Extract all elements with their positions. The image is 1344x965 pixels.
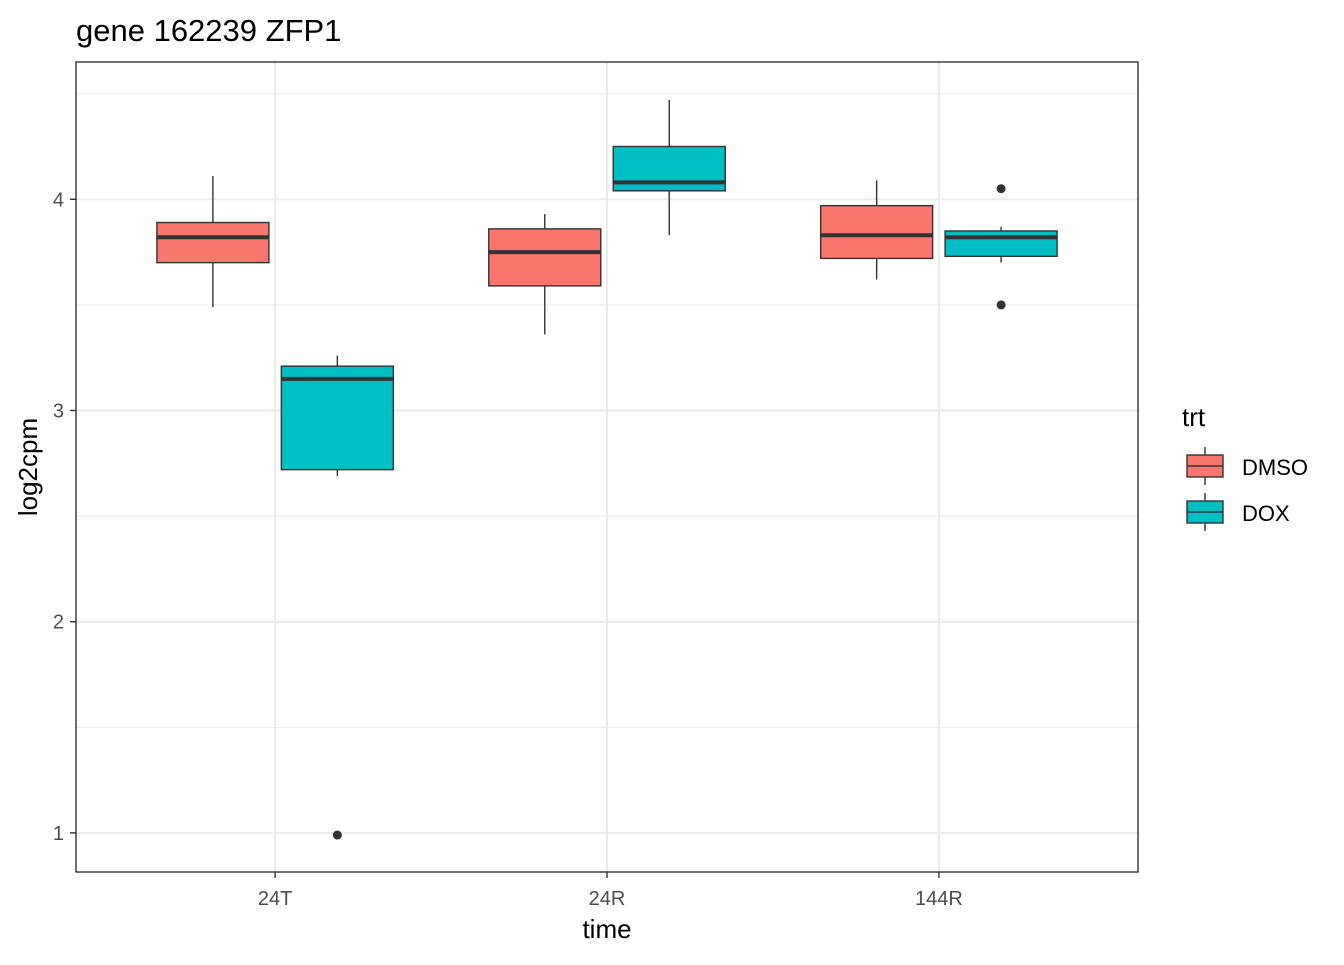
legend: trt DMSO DOX <box>1182 402 1308 531</box>
outlier-point <box>332 830 342 840</box>
outlier-point <box>996 300 1006 310</box>
legend-key-dmso <box>1186 447 1224 485</box>
box-iqr <box>156 221 270 264</box>
legend-title: trt <box>1182 402 1206 432</box>
x-axis-label: time <box>582 914 631 944</box>
box-dox-24r <box>612 100 726 236</box>
box-iqr <box>488 228 602 287</box>
box-dmso-24t <box>156 176 270 308</box>
y-tick-label: 2 <box>53 612 64 634</box>
box-dox-144r <box>944 184 1058 310</box>
box-iqr <box>944 230 1058 258</box>
legend-key-dox <box>1186 493 1224 531</box>
box-iqr <box>819 204 934 260</box>
x-tick-label: 24T <box>258 888 292 910</box>
box-dmso-144r <box>819 180 934 280</box>
y-tick-label: 4 <box>53 189 64 211</box>
box-dmso-24r <box>488 214 602 335</box>
x-tick-label: 144R <box>915 888 963 910</box>
y-tick-label: 1 <box>53 823 64 845</box>
chart-title: gene 162239 ZFP1 <box>76 13 341 48</box>
box-dox-24t <box>280 355 395 840</box>
outlier-point <box>996 184 1006 194</box>
x-tick-label: 24R <box>589 888 626 910</box>
y-tick-label: 3 <box>53 401 64 423</box>
y-axis-label: log2cpm <box>13 418 43 516</box>
legend-label: DMSO <box>1242 455 1308 480</box>
box-iqr <box>280 365 395 471</box>
legend-label: DOX <box>1242 501 1290 526</box>
